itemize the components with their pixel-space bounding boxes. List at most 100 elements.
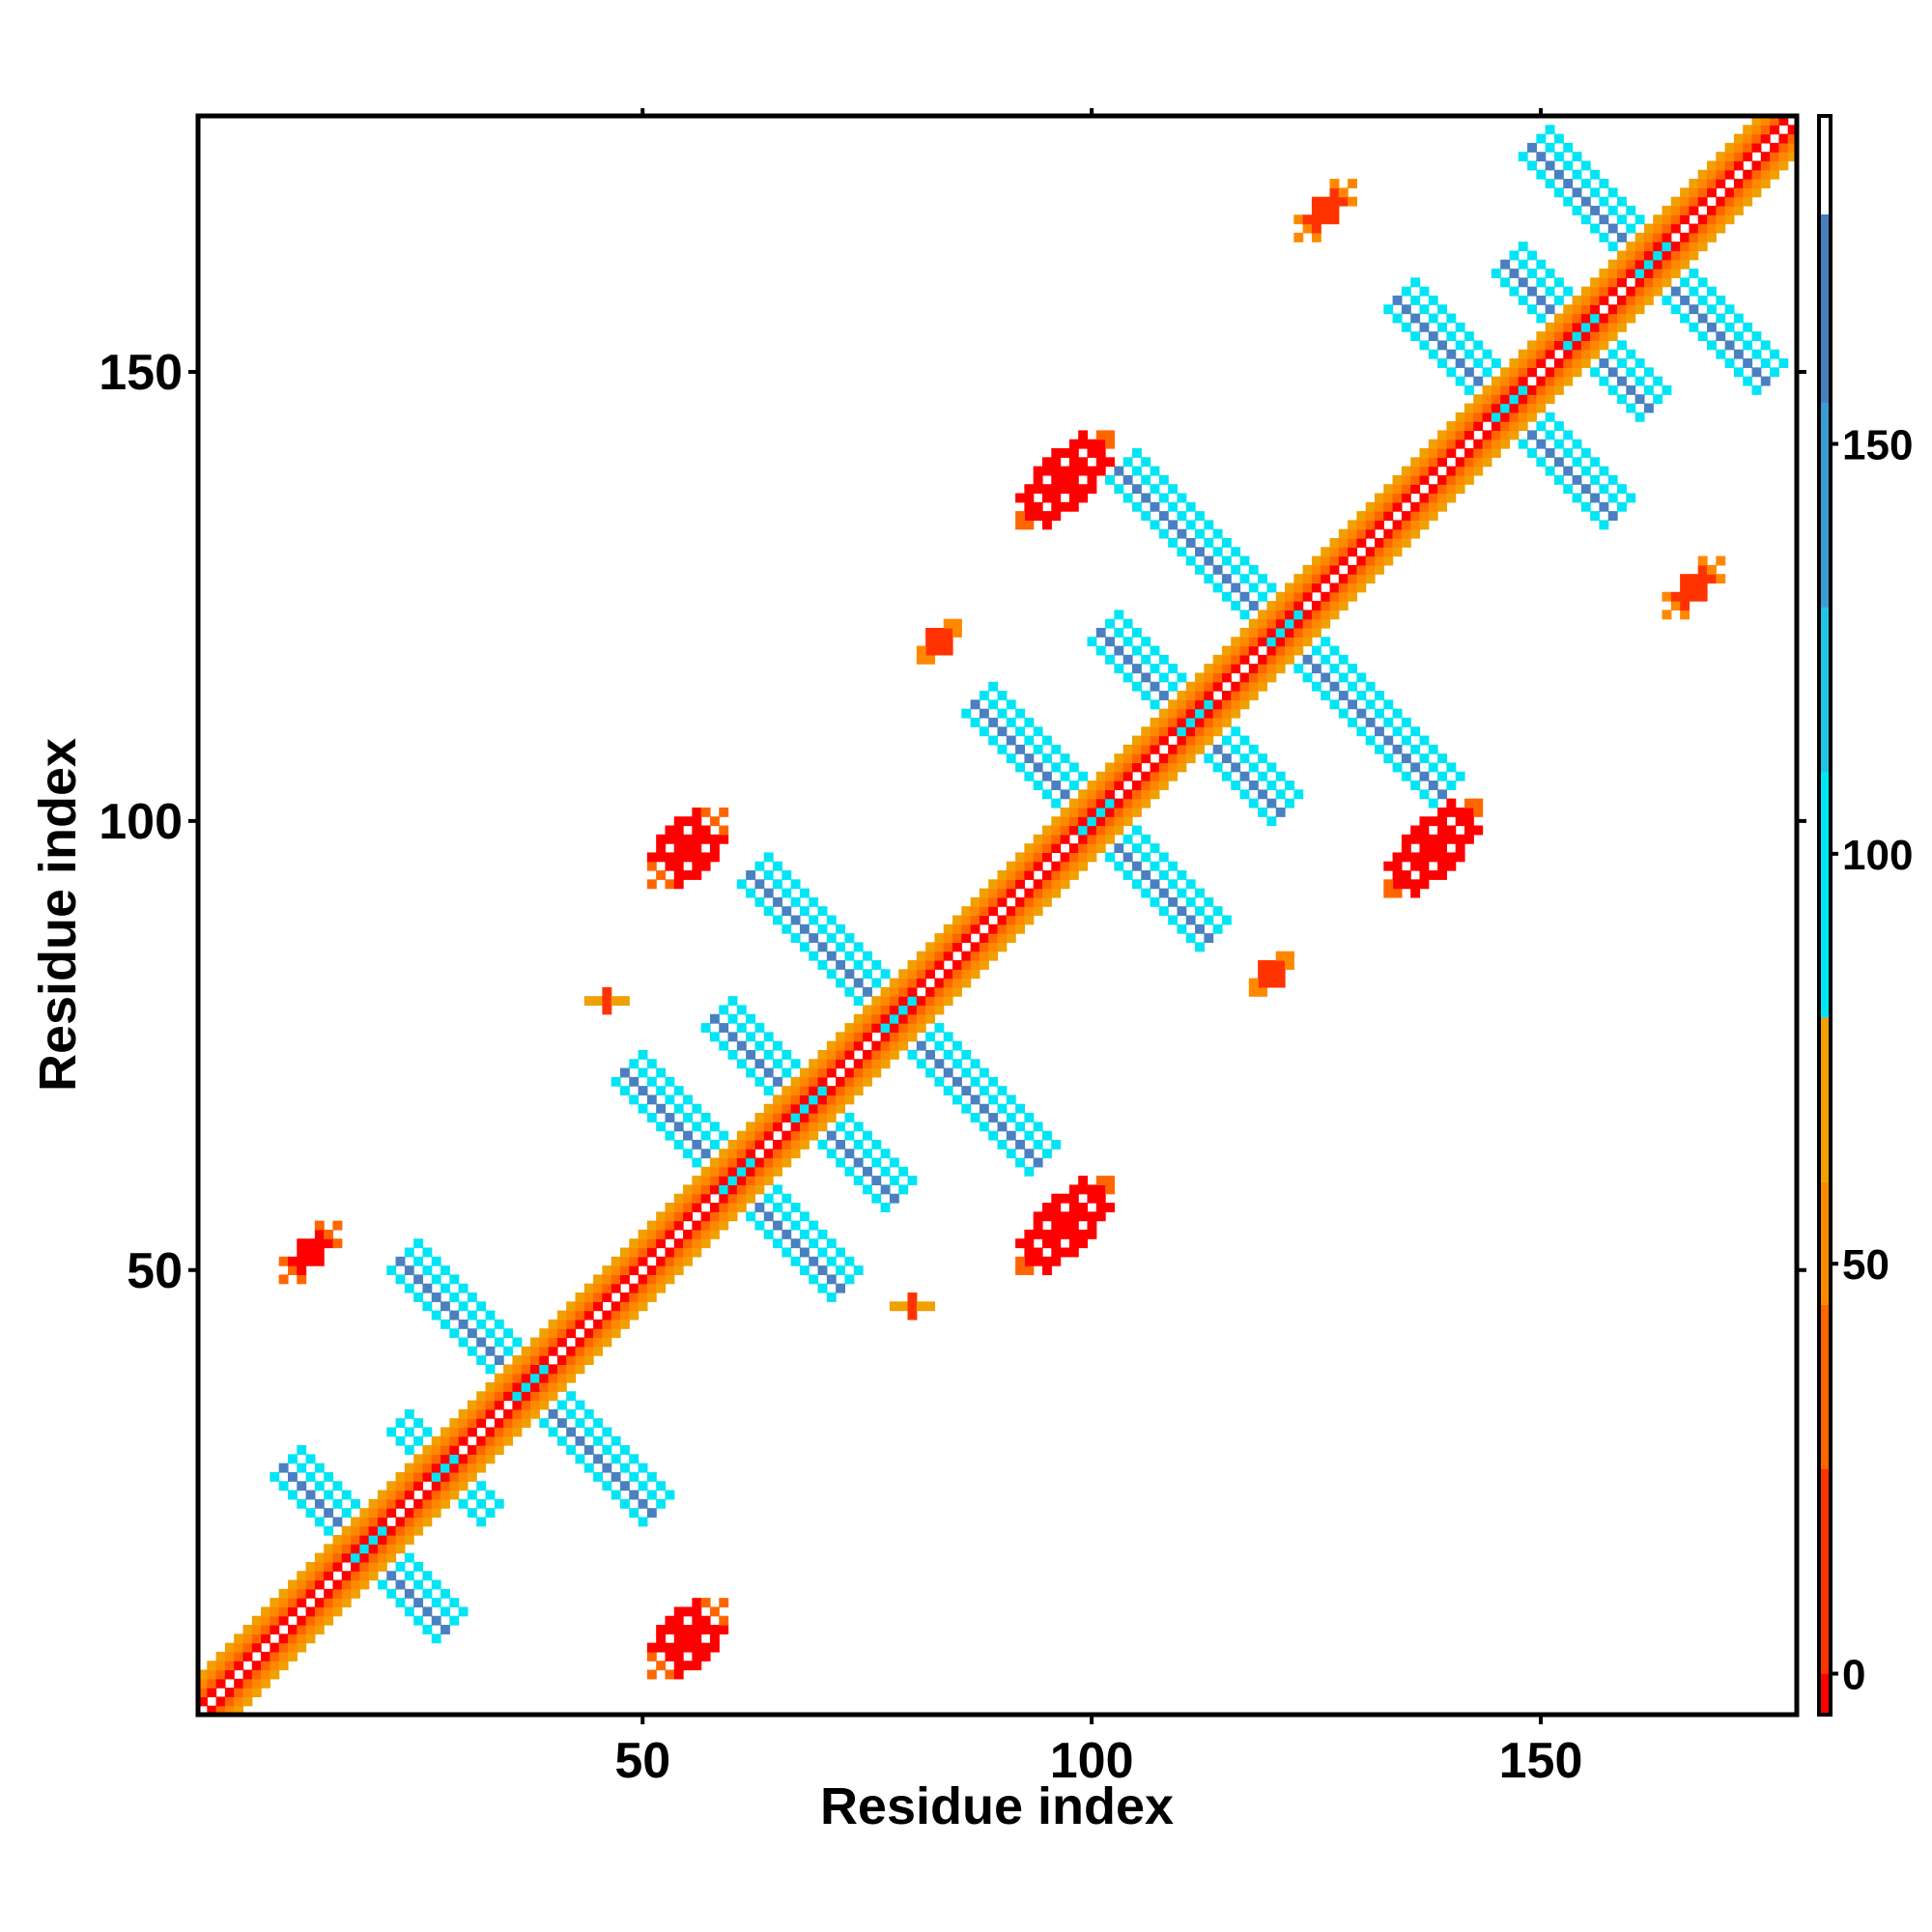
heatmap-cell: [449, 1471, 460, 1482]
heatmap-cell: [1572, 349, 1582, 359]
heatmap-cell: [297, 1256, 307, 1266]
heatmap-cell: [1185, 501, 1196, 512]
heatmap-cell: [270, 1642, 280, 1653]
heatmap-cell: [297, 1498, 307, 1509]
heatmap-cell: [1195, 672, 1205, 683]
heatmap-cell: [1114, 807, 1124, 817]
heatmap-cell: [1177, 528, 1187, 539]
heatmap-cell: [1509, 430, 1520, 440]
heatmap-cell: [449, 1435, 460, 1446]
heatmap-cell: [1419, 466, 1430, 476]
heatmap-cell: [1617, 304, 1627, 315]
heatmap-cell: [1392, 888, 1403, 898]
heatmap-cell: [1707, 160, 1717, 171]
heatmap-cell: [1463, 466, 1474, 476]
heatmap-cell: [754, 896, 765, 907]
heatmap-cell: [665, 1669, 675, 1680]
heatmap-cell: [1087, 789, 1097, 800]
heatmap-cell: [1087, 852, 1097, 863]
heatmap-cell: [413, 1481, 424, 1492]
heatmap-cell: [1410, 277, 1421, 288]
heatmap-cell: [611, 1265, 621, 1276]
heatmap-cell: [1041, 735, 1052, 746]
heatmap-cell: [970, 951, 980, 961]
heatmap-cell: [799, 1076, 810, 1087]
heatmap-cell: [1716, 169, 1726, 180]
heatmap-cell: [1662, 269, 1672, 278]
heatmap-cell: [1185, 555, 1196, 566]
heatmap-cell: [754, 1139, 765, 1150]
heatmap-cell: [817, 1283, 828, 1293]
heatmap-cell: [1087, 825, 1097, 836]
heatmap-cell: [916, 1301, 926, 1312]
heatmap-cell: [1473, 421, 1484, 432]
heatmap-cell: [1545, 331, 1555, 342]
heatmap-cell: [943, 996, 953, 1007]
heatmap-cell: [1518, 412, 1528, 422]
heatmap-cell: [1437, 340, 1447, 351]
heatmap-cell: [1087, 439, 1097, 449]
heatmap-cell: [997, 726, 1008, 737]
heatmap-cell: [1419, 771, 1430, 781]
heatmap-cell: [727, 1176, 738, 1186]
heatmap-cell: [773, 1059, 782, 1069]
heatmap-cell: [1033, 762, 1043, 773]
heatmap-cell: [799, 1094, 810, 1105]
heatmap-cell: [1266, 816, 1277, 827]
heatmap-cell: [1724, 205, 1735, 215]
heatmap-cell: [1545, 160, 1555, 171]
heatmap-cell: [799, 906, 810, 917]
heatmap-cell: [1195, 691, 1205, 700]
heatmap-cell: [1114, 825, 1124, 836]
heatmap-cell: [1419, 870, 1430, 880]
heatmap-cell: [386, 1427, 397, 1437]
heatmap-cell: [556, 1373, 567, 1383]
heatmap-cell: [889, 1032, 899, 1042]
heatmap-cell: [1446, 421, 1457, 432]
heatmap-cell: [1141, 735, 1151, 746]
heatmap-cell: [656, 1481, 667, 1492]
heatmap-cell: [1060, 807, 1070, 817]
heatmap-cell: [1733, 349, 1744, 359]
heatmap-cell: [1150, 762, 1160, 773]
heatmap-cell: [386, 1265, 397, 1276]
heatmap-cell: [1060, 834, 1070, 844]
heatmap-cell: [1751, 384, 1762, 395]
heatmap-cell: [629, 1238, 639, 1249]
heatmap-cell: [773, 1157, 782, 1168]
heatmap-cell: [1670, 214, 1681, 225]
heatmap-cell: [324, 1615, 334, 1626]
heatmap-cell: [1302, 637, 1313, 647]
heatmap-cell: [1221, 574, 1232, 584]
heatmap-cell: [1365, 699, 1376, 710]
heatmap-cell: [1383, 753, 1394, 764]
heatmap-cell: [925, 969, 936, 980]
heatmap-cell: [1527, 358, 1537, 368]
heatmap-cell: [1060, 870, 1070, 880]
heatmap-cell: [773, 1220, 782, 1231]
heatmap-cell: [583, 1408, 594, 1419]
heatmap-cell: [1041, 484, 1052, 495]
heatmap-cell: [395, 1561, 406, 1572]
heatmap-cell: [1383, 537, 1394, 548]
heatmap-cell: [1760, 169, 1771, 180]
heatmap-cell: [1204, 726, 1214, 737]
heatmap-cell: [1141, 781, 1151, 790]
heatmap-cell: [1150, 717, 1160, 727]
heatmap-cell: [1751, 160, 1762, 171]
heatmap-cell: [575, 1435, 585, 1446]
heatmap-cell: [521, 1381, 531, 1392]
heatmap-cell: [763, 1130, 774, 1141]
heatmap-cell: [1428, 781, 1438, 790]
heatmap-cell: [1545, 430, 1555, 440]
heatmap-cell: [351, 1498, 360, 1509]
heatmap-cell: [1356, 537, 1367, 548]
heatmap-cell: [1536, 403, 1547, 413]
heatmap-cell: [665, 1113, 675, 1122]
heatmap-cell: [1293, 618, 1304, 629]
heatmap-cell: [799, 1247, 810, 1258]
heatmap-cell: [395, 1525, 406, 1536]
heatmap-cell: [817, 1076, 828, 1087]
heatmap-cell: [1221, 654, 1232, 665]
heatmap-cell: [242, 1696, 253, 1707]
